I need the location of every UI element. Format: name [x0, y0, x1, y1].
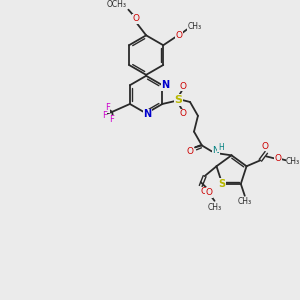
Text: O: O: [133, 14, 140, 23]
Text: O: O: [187, 147, 194, 156]
Text: S: S: [174, 95, 182, 105]
Text: O: O: [205, 188, 212, 197]
Text: N: N: [212, 146, 219, 155]
Text: H: H: [218, 143, 224, 152]
Text: O: O: [176, 31, 183, 40]
Text: N: N: [143, 109, 151, 119]
Text: CH₃: CH₃: [286, 157, 300, 166]
Text: CH₃: CH₃: [208, 203, 222, 212]
Text: S: S: [219, 179, 226, 189]
Text: O: O: [262, 142, 269, 151]
Text: O: O: [180, 109, 187, 118]
Text: F: F: [109, 115, 114, 124]
Text: CH₃: CH₃: [188, 22, 202, 31]
Text: CH₃: CH₃: [238, 197, 252, 206]
Text: O: O: [275, 154, 282, 163]
Text: F: F: [102, 111, 107, 120]
Text: N: N: [161, 80, 169, 90]
Text: O: O: [200, 188, 207, 196]
Text: O: O: [180, 82, 187, 91]
Text: OCH₃: OCH₃: [106, 0, 126, 9]
Text: F: F: [105, 103, 110, 112]
